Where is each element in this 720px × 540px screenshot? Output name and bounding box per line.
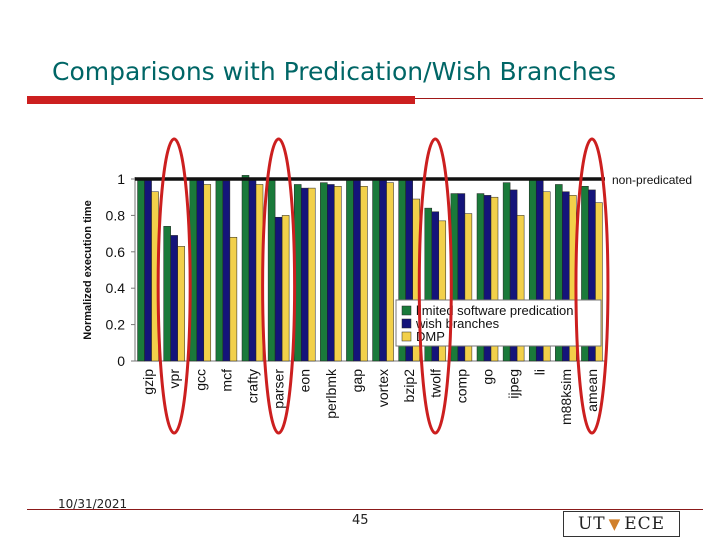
footer-rule [27,509,703,510]
y-tick-label: 1 [117,171,125,187]
x-tick-label: comp [453,369,469,403]
legend-swatch-2 [401,331,412,342]
x-tick-label: perlbmk [323,368,339,419]
bar-perlbmk-2 [334,186,342,362]
bar-perlbmk-1 [327,184,335,362]
slide-title: Comparisons with Predication/Wish Branch… [52,57,617,86]
bar-perlbmk-0 [320,182,328,362]
bar-eon-1 [300,187,309,362]
bar-vpr-1 [170,235,178,362]
bar-vpr-0 [163,226,171,362]
bar-li-2 [542,191,551,362]
bar-parser-1 [274,216,283,362]
highlight-circle-vpr [156,137,192,435]
bar-go-2 [490,196,499,362]
bar-mcf-1 [222,180,231,362]
x-tick-label: vpr [166,369,182,389]
bar-ijpeg-2 [516,215,525,362]
y-tick-label: 0.4 [106,280,126,296]
bar-crafty-0 [241,175,250,362]
bar-parser-0 [267,178,276,362]
bar-vortex-2 [386,182,394,362]
bar-amean-2 [595,202,603,362]
bar-mcf-0 [215,178,224,362]
x-tick-label: m88ksim [558,369,574,425]
legend-label-2: DMP [416,329,445,344]
y-tick-label: 0.6 [106,244,126,260]
bar-parser-2 [281,215,290,362]
x-tick-label: vortex [375,369,391,407]
title-thin-rule [415,98,703,99]
x-tick-label: gap [349,369,365,393]
x-tick-label: mcf [218,369,234,392]
y-tick-label: 0 [117,353,125,369]
bar-gap-1 [353,178,361,362]
x-tick-label: li [532,369,548,375]
y-tick-label: 0.2 [106,317,126,333]
bar-gzip-0 [137,178,145,362]
bar-gap-2 [360,186,368,362]
x-tick-label: eon [297,369,313,392]
x-tick-label: twolf [427,369,443,398]
logo-text-right: ECE [624,514,666,534]
legend-label-0: limited software predication [416,303,574,318]
reference-line-label: non-predicated [612,173,692,187]
bar-vpr-2 [177,246,185,362]
x-tick-label: crafty [245,369,261,403]
legend-label-1: wish branches [415,316,500,331]
highlight-circle-parser [261,137,297,435]
x-tick-label: gzip [140,369,156,395]
bar-mcf-2 [229,236,238,362]
bar-vortex-1 [379,178,387,362]
bar-vortex-0 [372,178,380,362]
x-tick-label: parser [271,369,287,409]
bar-eon-2 [307,187,316,362]
y-tick-label: 0.8 [106,207,126,223]
x-tick-label: amean [584,369,600,412]
bar-gzip-1 [144,178,152,362]
x-tick-label: gcc [192,369,208,391]
bar-twolf-2 [438,220,447,362]
legend-swatch-0 [401,305,412,316]
page-number: 45 [352,513,369,528]
y-axis-label: Normalized execution time [82,200,94,339]
x-tick-label: ijpeg [506,369,522,399]
bar-gcc-1 [196,178,205,362]
ut-ece-logo: UT ▼ ECE [563,511,680,537]
highlight-circle-twolf [417,137,453,435]
title-accent-rule [27,96,415,104]
logo-text-left: UT [577,514,606,534]
footer-date: 10/31/2021 [58,497,128,511]
legend-swatch-1 [401,318,412,329]
bar-comp-2 [464,213,473,362]
bar-gap-0 [346,178,354,362]
legend-box [395,299,602,347]
longhorn-icon: ▼ [608,515,622,533]
bar-gcc-2 [203,184,212,362]
bar-crafty-1 [248,178,257,362]
x-tick-label: go [480,369,496,385]
x-tick-label: bzip2 [401,369,417,403]
highlight-circle-amean [574,137,610,435]
